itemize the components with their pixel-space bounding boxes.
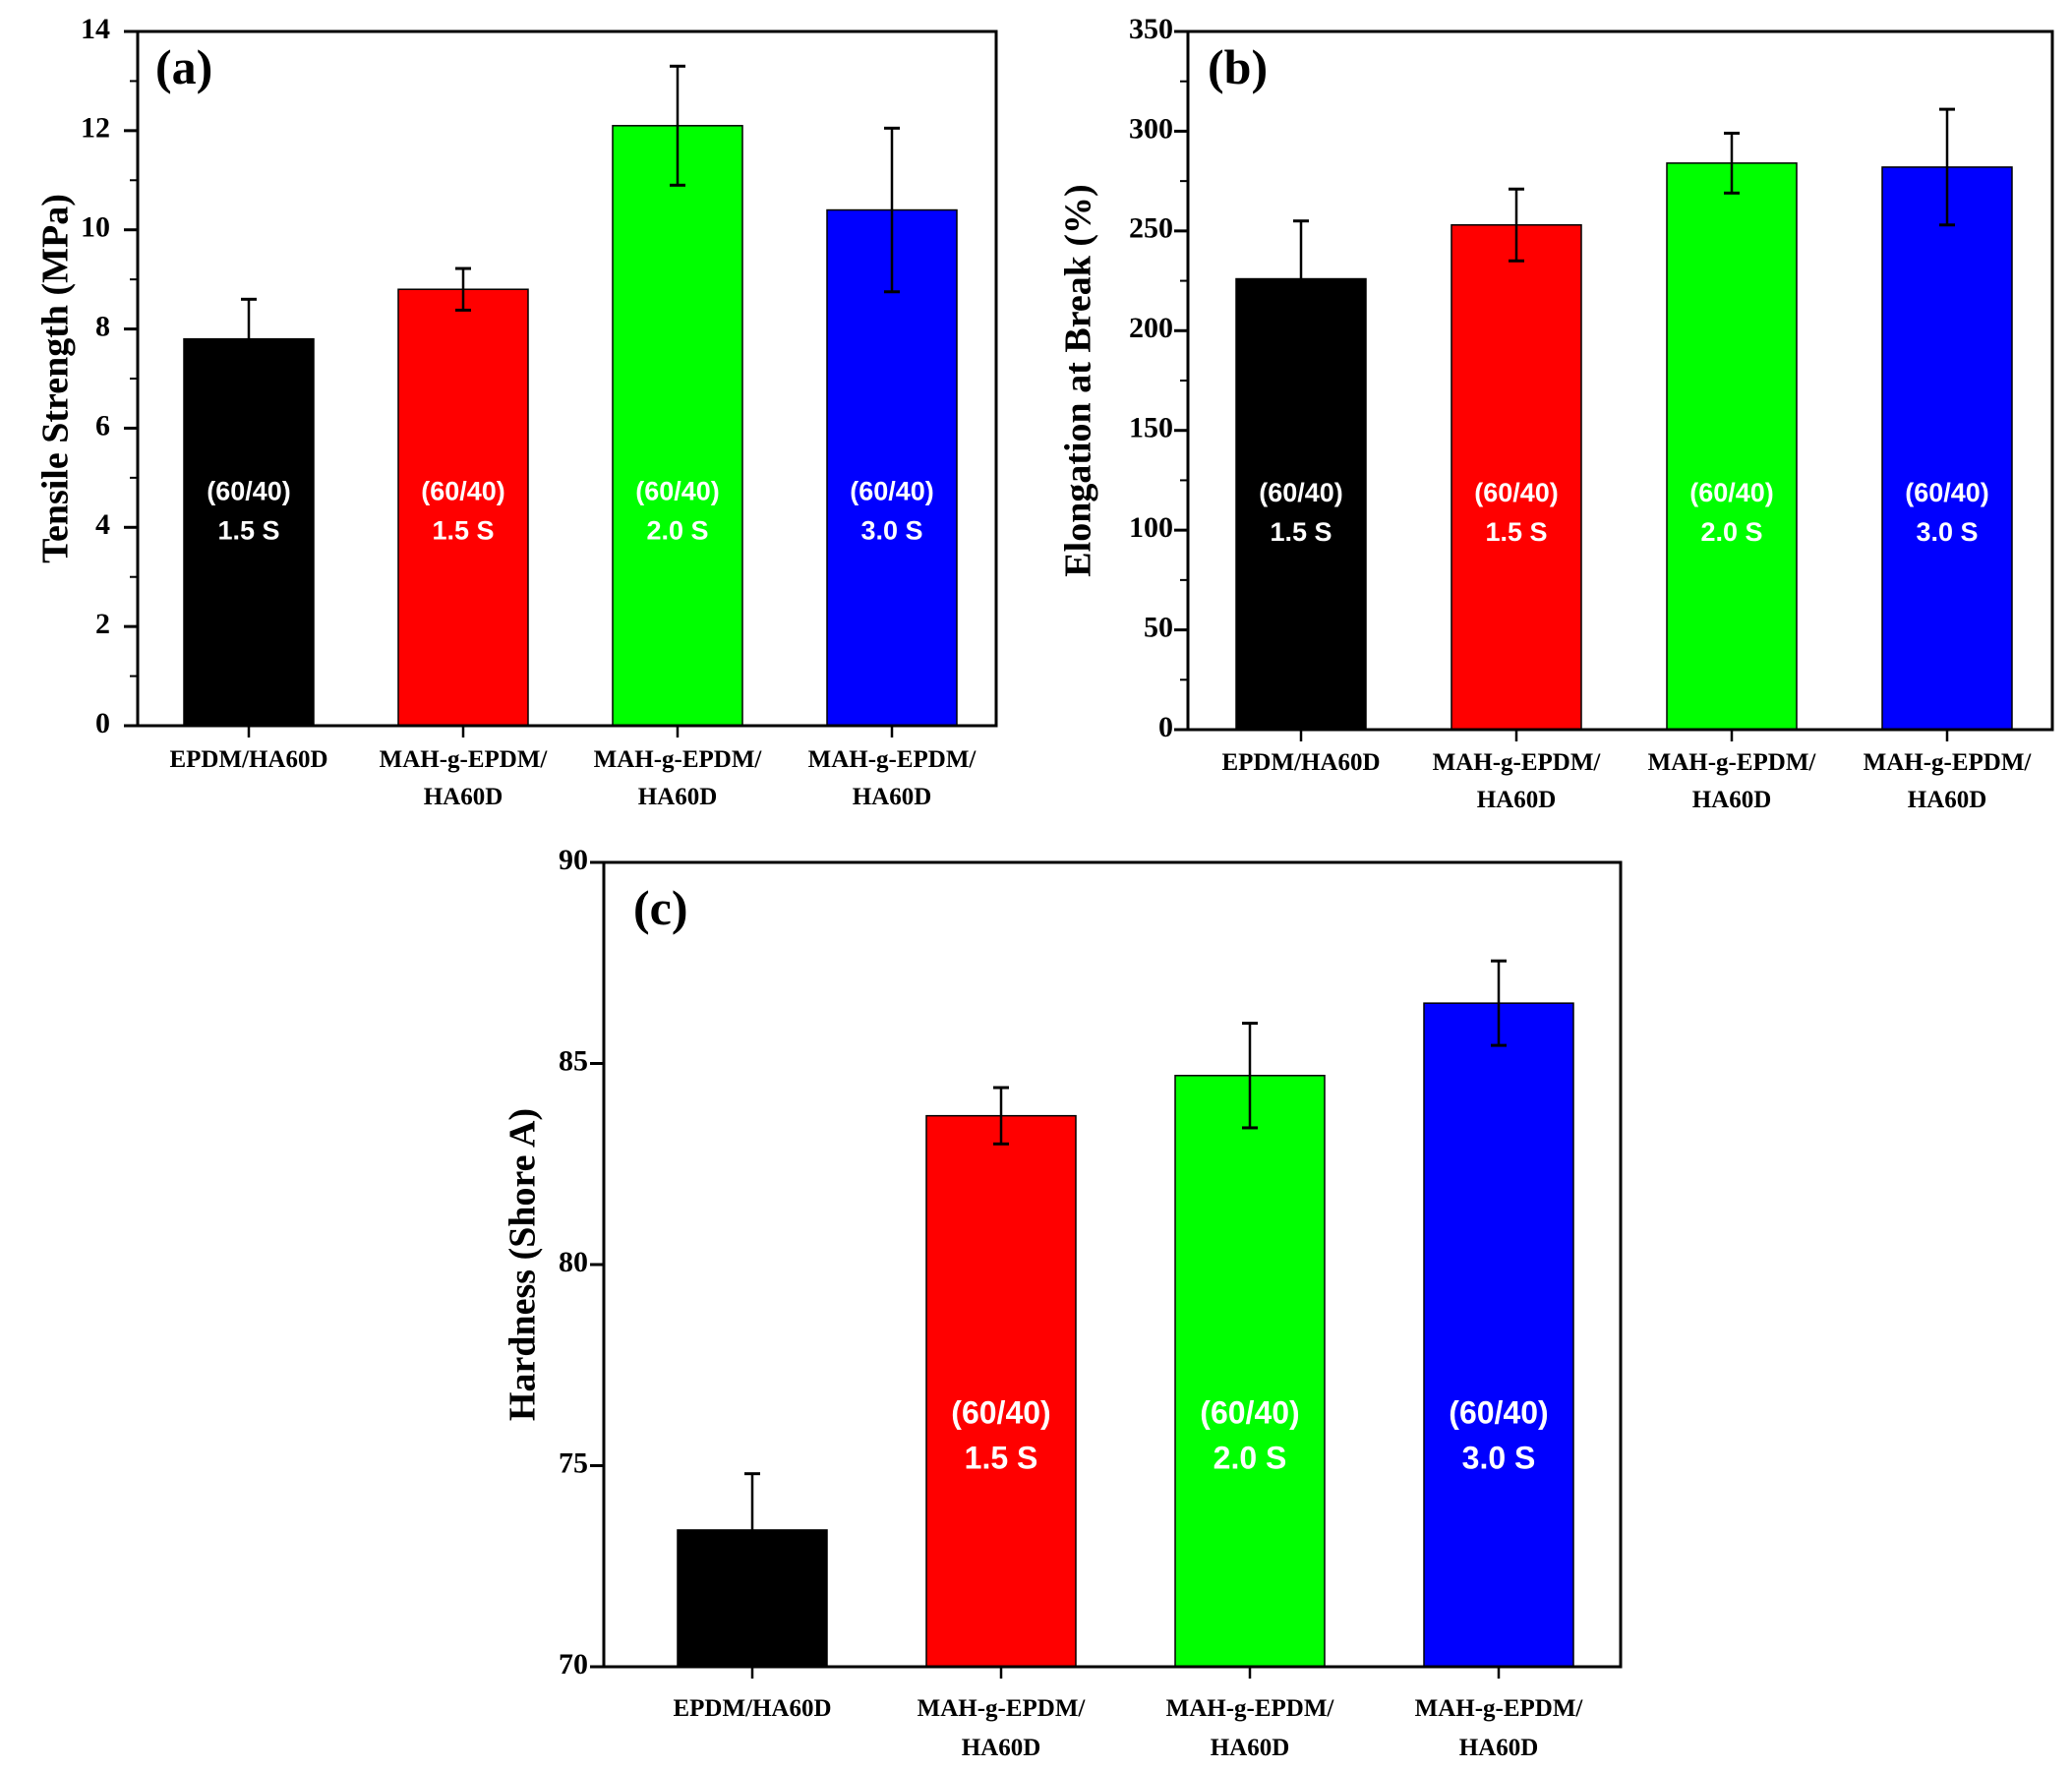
chart-panel-c: (60/40) 1.5 S (60/40) 1.5 S (60/40) 2.0 S (60/… (503, 844, 1623, 1761)
error-bar-1 (241, 297, 257, 381)
x-category-label: HA60D (638, 784, 718, 810)
error-bar-1 (1293, 219, 1309, 338)
y-axis-title: Elongation at Break (%) (1058, 184, 1099, 576)
error-bar-4 (1491, 959, 1507, 1047)
x-category-label: HA60D (1908, 787, 1987, 813)
bar-data-label: 2.0 S (1214, 1440, 1287, 1475)
error-bar-2 (993, 1086, 1009, 1146)
y-tick-label: 100 (1129, 511, 1173, 544)
y-tick-label: 0 (1158, 711, 1173, 743)
x-category-label: MAH-g-EPDM/ (918, 1695, 1087, 1722)
x-category-label: MAH-g-EPDM/ (808, 746, 977, 773)
x-category-label: HA60D (1459, 1735, 1539, 1761)
y-tick-label: 0 (95, 707, 110, 739)
y-tick-label: 75 (559, 1446, 588, 1479)
x-category-label: MAH-g-EPDM/ (1415, 1695, 1584, 1722)
x-category-label: HA60D (1692, 787, 1772, 813)
x-category-label: MAH-g-EPDM/ (1166, 1695, 1335, 1722)
bar-data-label: (60/40) (702, 1394, 801, 1430)
x-category-label: MAH-g-EPDM/ (1864, 749, 2033, 776)
y-tick-label: 14 (81, 13, 110, 45)
x-category-label: HA60D (424, 784, 503, 810)
bar-data-label: (60/40) (421, 476, 505, 505)
bar-2 (1450, 224, 1582, 731)
x-category-label: MAH-g-EPDM/ (1433, 749, 1602, 776)
error-bar-3 (670, 64, 685, 187)
y-tick-label: 250 (1129, 212, 1173, 245)
x-category-label: HA60D (1211, 1735, 1290, 1761)
y-tick-label: 50 (1144, 611, 1173, 643)
error-bar-1 (744, 1472, 760, 1588)
error-bar-3 (1724, 131, 1740, 195)
bar-data-label: (60/40) (207, 476, 291, 505)
bar-data-label: (60/40) (850, 476, 934, 505)
x-category-label: EPDM/HA60D (169, 746, 327, 773)
y-axis-title: Tensile Strength (MPa) (35, 194, 77, 563)
bar-data-label: 1.5 S (1270, 517, 1332, 547)
bar-data-label: (60/40) (635, 476, 720, 505)
error-bar-3 (1242, 1022, 1258, 1130)
error-bar-2 (455, 266, 471, 312)
bar-2 (925, 1114, 1077, 1668)
y-tick-label: 4 (95, 508, 110, 541)
y-tick-label: 80 (559, 1246, 588, 1278)
bar-data-label: (60/40) (951, 1394, 1050, 1430)
y-tick-label: 8 (95, 310, 110, 342)
bar-1 (183, 337, 315, 727)
bar-data-label: (60/40) (1200, 1394, 1299, 1430)
bar-data-label: (60/40) (1689, 478, 1774, 507)
x-category-label: EPDM/HA60D (673, 1695, 831, 1722)
y-tick-label: 150 (1129, 412, 1173, 444)
bar-2 (397, 288, 529, 727)
x-category-label: MAH-g-EPDM/ (594, 746, 763, 773)
error-bar-2 (1509, 187, 1524, 263)
error-bar-4 (884, 126, 900, 294)
bar-data-label: 1.5 S (217, 515, 279, 545)
bar-data-label: 1.5 S (1485, 517, 1547, 547)
bar-data-label: 2.0 S (646, 515, 708, 545)
panel-label: (c) (633, 880, 688, 935)
bar-data-label: (60/40) (1474, 478, 1559, 507)
panel-label: (a) (155, 39, 212, 94)
y-tick-label: 200 (1129, 312, 1173, 344)
bar-4 (1881, 166, 2013, 731)
bar-4 (826, 208, 958, 727)
bar-data-label: (60/40) (1449, 1394, 1548, 1430)
bar-data-label: (60/40) (1259, 478, 1343, 507)
y-tick-label: 10 (81, 211, 110, 244)
bar-data-label: (60/40) (1905, 478, 1989, 507)
bar-3 (1174, 1075, 1326, 1668)
chart-panel-b: (60/40) 1.5 S (60/40) 1.5 S (60/40) 2.0 S (60/… (1058, 13, 2054, 813)
bar-3 (612, 125, 743, 727)
bar-data-label: 3.0 S (860, 515, 922, 545)
x-category-label: HA60D (853, 784, 932, 810)
x-category-label: HA60D (962, 1735, 1041, 1761)
y-tick-label: 6 (95, 409, 110, 442)
y-tick-label: 90 (559, 844, 588, 876)
bar-data-label: 1.5 S (716, 1440, 790, 1475)
y-tick-label: 350 (1129, 13, 1173, 45)
y-axis-title: Hardness (Shore A) (503, 1108, 544, 1421)
x-category-label: MAH-g-EPDM/ (380, 746, 549, 773)
bar-data-label: 1.5 S (965, 1440, 1038, 1475)
y-tick-label: 12 (81, 112, 110, 145)
bar-data-label: 3.0 S (1916, 517, 1978, 547)
bar-3 (1666, 162, 1798, 731)
bar-data-label: 2.0 S (1700, 517, 1762, 547)
y-tick-label: 2 (95, 608, 110, 640)
error-bar-4 (1939, 107, 1955, 227)
bar-data-label: 3.0 S (1462, 1440, 1536, 1475)
bar-data-label: 1.5 S (432, 515, 494, 545)
bar-4 (1423, 1002, 1574, 1668)
y-tick-label: 70 (559, 1648, 588, 1681)
panel-label: (b) (1208, 39, 1268, 94)
y-tick-label: 300 (1129, 112, 1173, 145)
y-tick-label: 85 (559, 1044, 588, 1077)
x-category-label: MAH-g-EPDM/ (1648, 749, 1817, 776)
chart-panel-a: (60/40) 1.5 S (60/40) 1.5 S (60/40) 2.0 S (60/… (35, 13, 998, 810)
x-category-label: EPDM/HA60D (1221, 749, 1380, 776)
x-category-label: HA60D (1477, 787, 1557, 813)
